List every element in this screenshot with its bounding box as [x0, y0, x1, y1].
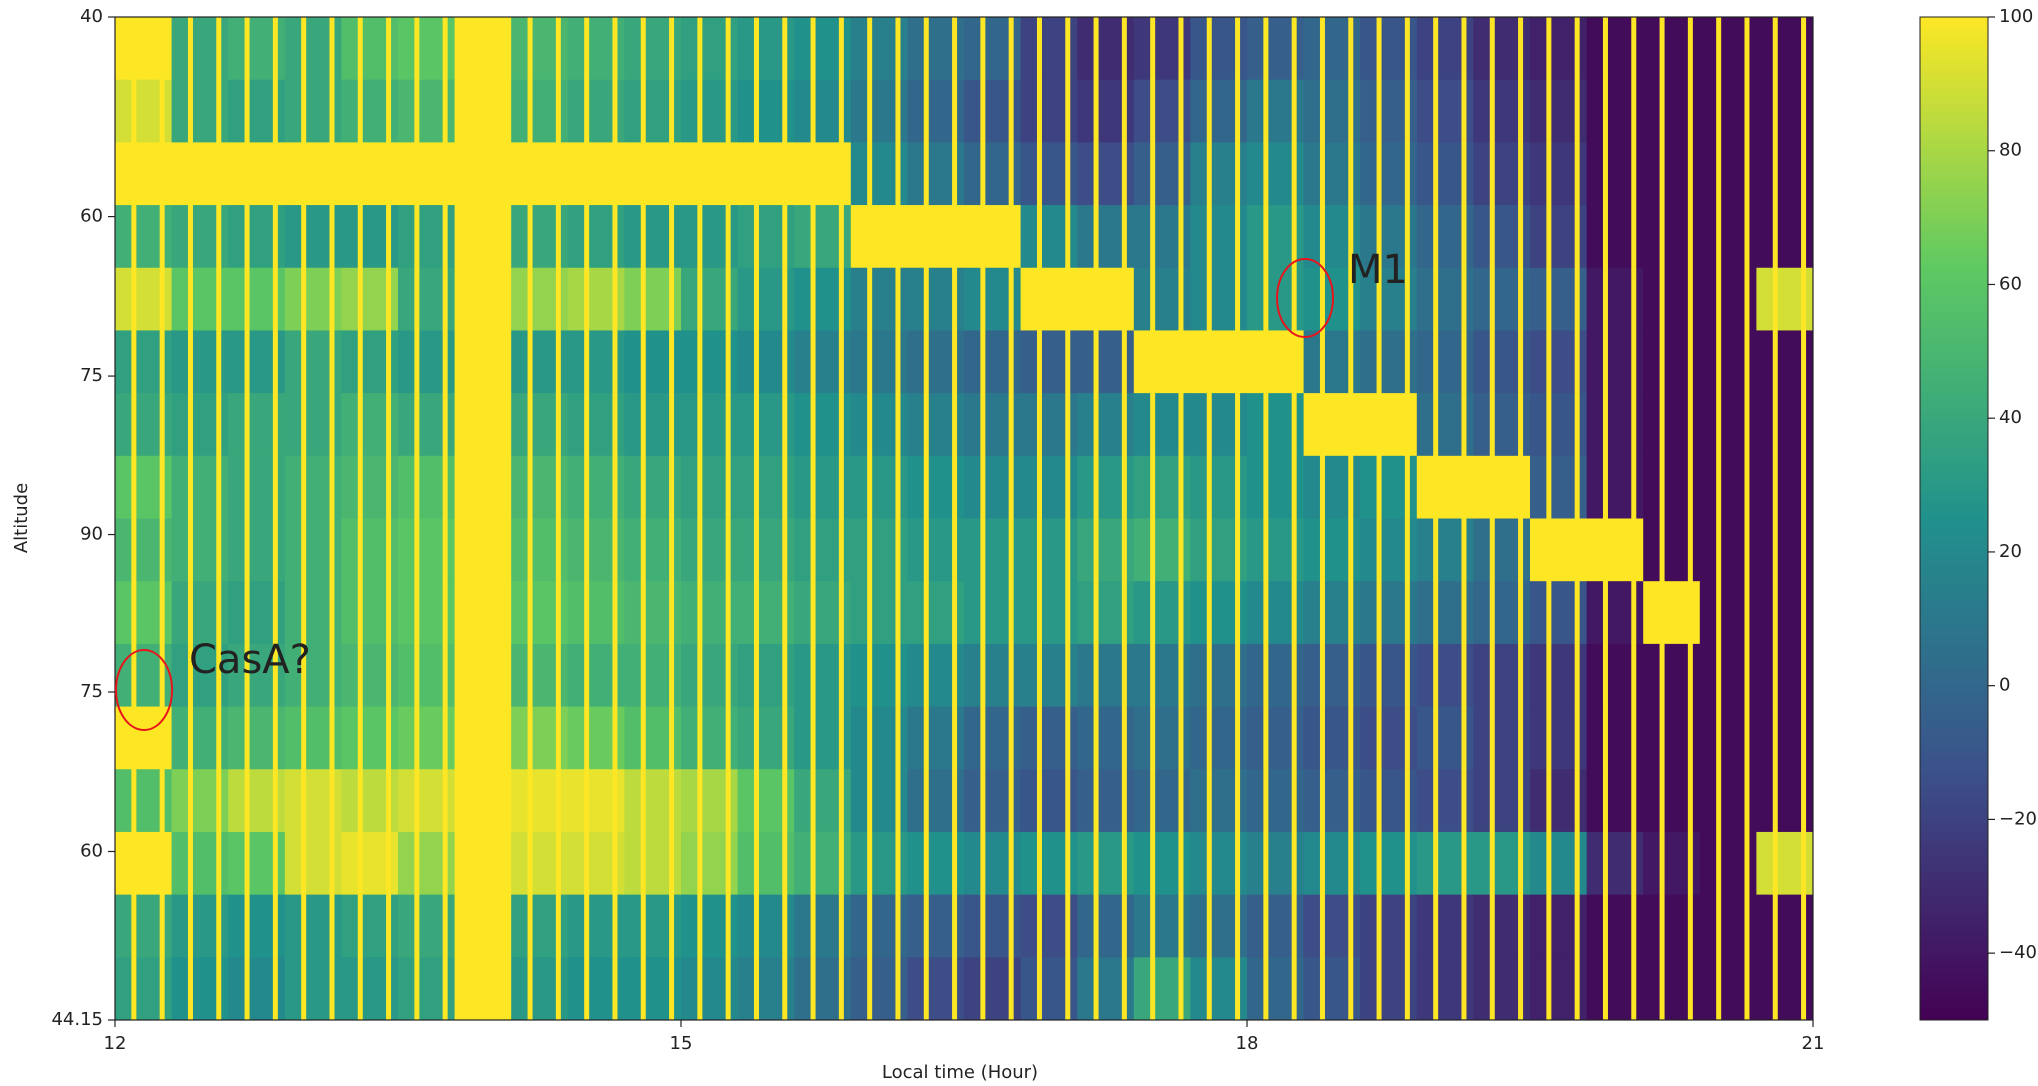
saturated-column — [1206, 17, 1212, 1020]
saturated-column — [640, 17, 646, 1020]
x-axis-label: Local time (Hour) — [882, 1062, 1038, 1083]
y-tick-label: 40 — [80, 6, 103, 27]
saturated-column — [838, 17, 844, 1020]
saturated-column — [810, 17, 816, 1020]
plot-frame — [114, 16, 1814, 1021]
saturated-column — [1744, 17, 1750, 1020]
saturated-column — [697, 17, 703, 1020]
colorbar-tick-label: 0 — [1999, 675, 2010, 696]
saturated-column — [725, 17, 731, 1020]
y-axis-label: Altitude — [11, 483, 32, 553]
saturated-column — [1602, 17, 1608, 1020]
saturated-column — [1659, 17, 1665, 1020]
saturated-column — [187, 17, 193, 1020]
saturated-column — [244, 17, 250, 1020]
saturated-column — [386, 17, 392, 1020]
saturated-column — [1121, 17, 1127, 1020]
saturated-column — [952, 17, 958, 1020]
annotation: M1 — [1348, 247, 1408, 293]
saturated-column — [1489, 17, 1495, 1020]
y-tick-label: 75 — [80, 365, 103, 386]
saturated-column — [1093, 17, 1099, 1020]
saturated-column — [782, 17, 788, 1020]
y-tick-label: 75 — [80, 681, 103, 702]
saturated-column — [1546, 17, 1552, 1020]
annotation: CasA? — [189, 637, 311, 683]
saturated-column — [867, 17, 873, 1020]
saturated-column — [1376, 17, 1382, 1020]
saturated-column — [159, 17, 165, 1020]
saturated-column — [1008, 17, 1014, 1020]
saturated-column — [753, 17, 759, 1020]
saturated-column — [1319, 17, 1325, 1020]
colorbar-tick-label: 20 — [1999, 541, 2022, 562]
saturated-column — [1150, 17, 1156, 1020]
saturated-column — [470, 17, 476, 1020]
saturated-column — [1772, 17, 1778, 1020]
saturated-column — [612, 17, 618, 1020]
saturated-column — [357, 17, 363, 1020]
saturated-column — [329, 17, 335, 1020]
saturated-column — [980, 17, 986, 1020]
colorbar-tick-label: 100 — [1999, 6, 2033, 27]
y-tick-label: 60 — [80, 840, 103, 861]
heatmap — [115, 17, 1814, 1021]
saturated-column — [1631, 17, 1637, 1020]
x-tick-label: 15 — [670, 1033, 693, 1054]
saturated-column — [1461, 17, 1467, 1020]
saturated-column — [1574, 17, 1580, 1020]
annotation-ellipse — [1276, 258, 1334, 338]
x-tick-label: 12 — [104, 1033, 127, 1054]
colorbar-tick-label: −20 — [1999, 808, 2037, 829]
annotation-ellipse — [115, 649, 173, 731]
saturated-column — [584, 17, 590, 1020]
saturated-column — [1801, 17, 1807, 1020]
saturated-column — [414, 17, 420, 1020]
saturated-column — [1518, 17, 1524, 1020]
saturated-column — [1178, 17, 1184, 1020]
saturated-column — [499, 17, 505, 1020]
saturated-column — [555, 17, 561, 1020]
saturated-column — [1433, 17, 1439, 1020]
saturated-column — [1263, 17, 1269, 1020]
saturated-column — [442, 17, 448, 1020]
colorbar-tick-label: −40 — [1999, 942, 2037, 963]
saturated-column — [1036, 17, 1042, 1020]
saturated-column — [1235, 17, 1241, 1020]
colorbar-tick-label: 40 — [1999, 407, 2022, 428]
colorbar-frame — [1919, 16, 1989, 1021]
saturated-column — [131, 17, 137, 1020]
saturated-column — [895, 17, 901, 1020]
y-tick-label: 44.15 — [51, 1009, 103, 1030]
saturated-column — [527, 17, 533, 1020]
x-tick-label: 21 — [1802, 1033, 1825, 1054]
saturated-column — [1404, 17, 1410, 1020]
saturated-column — [1687, 17, 1693, 1020]
saturated-column — [669, 17, 675, 1020]
saturated-column — [1065, 17, 1071, 1020]
colorbar-tick-label: 60 — [1999, 273, 2022, 294]
saturated-column — [1291, 17, 1297, 1020]
saturated-columns — [131, 17, 1807, 1020]
colorbar — [1920, 17, 1988, 1020]
colorbar-tick-label: 80 — [1999, 140, 2022, 161]
x-tick-label: 18 — [1236, 1033, 1259, 1054]
saturated-column — [272, 17, 278, 1020]
saturated-column — [301, 17, 307, 1020]
saturated-column — [216, 17, 222, 1020]
y-tick-label: 90 — [80, 524, 103, 545]
saturated-column — [1348, 17, 1354, 1020]
saturated-column — [1716, 17, 1722, 1020]
saturated-column — [923, 17, 929, 1020]
y-tick-label: 60 — [80, 206, 103, 227]
